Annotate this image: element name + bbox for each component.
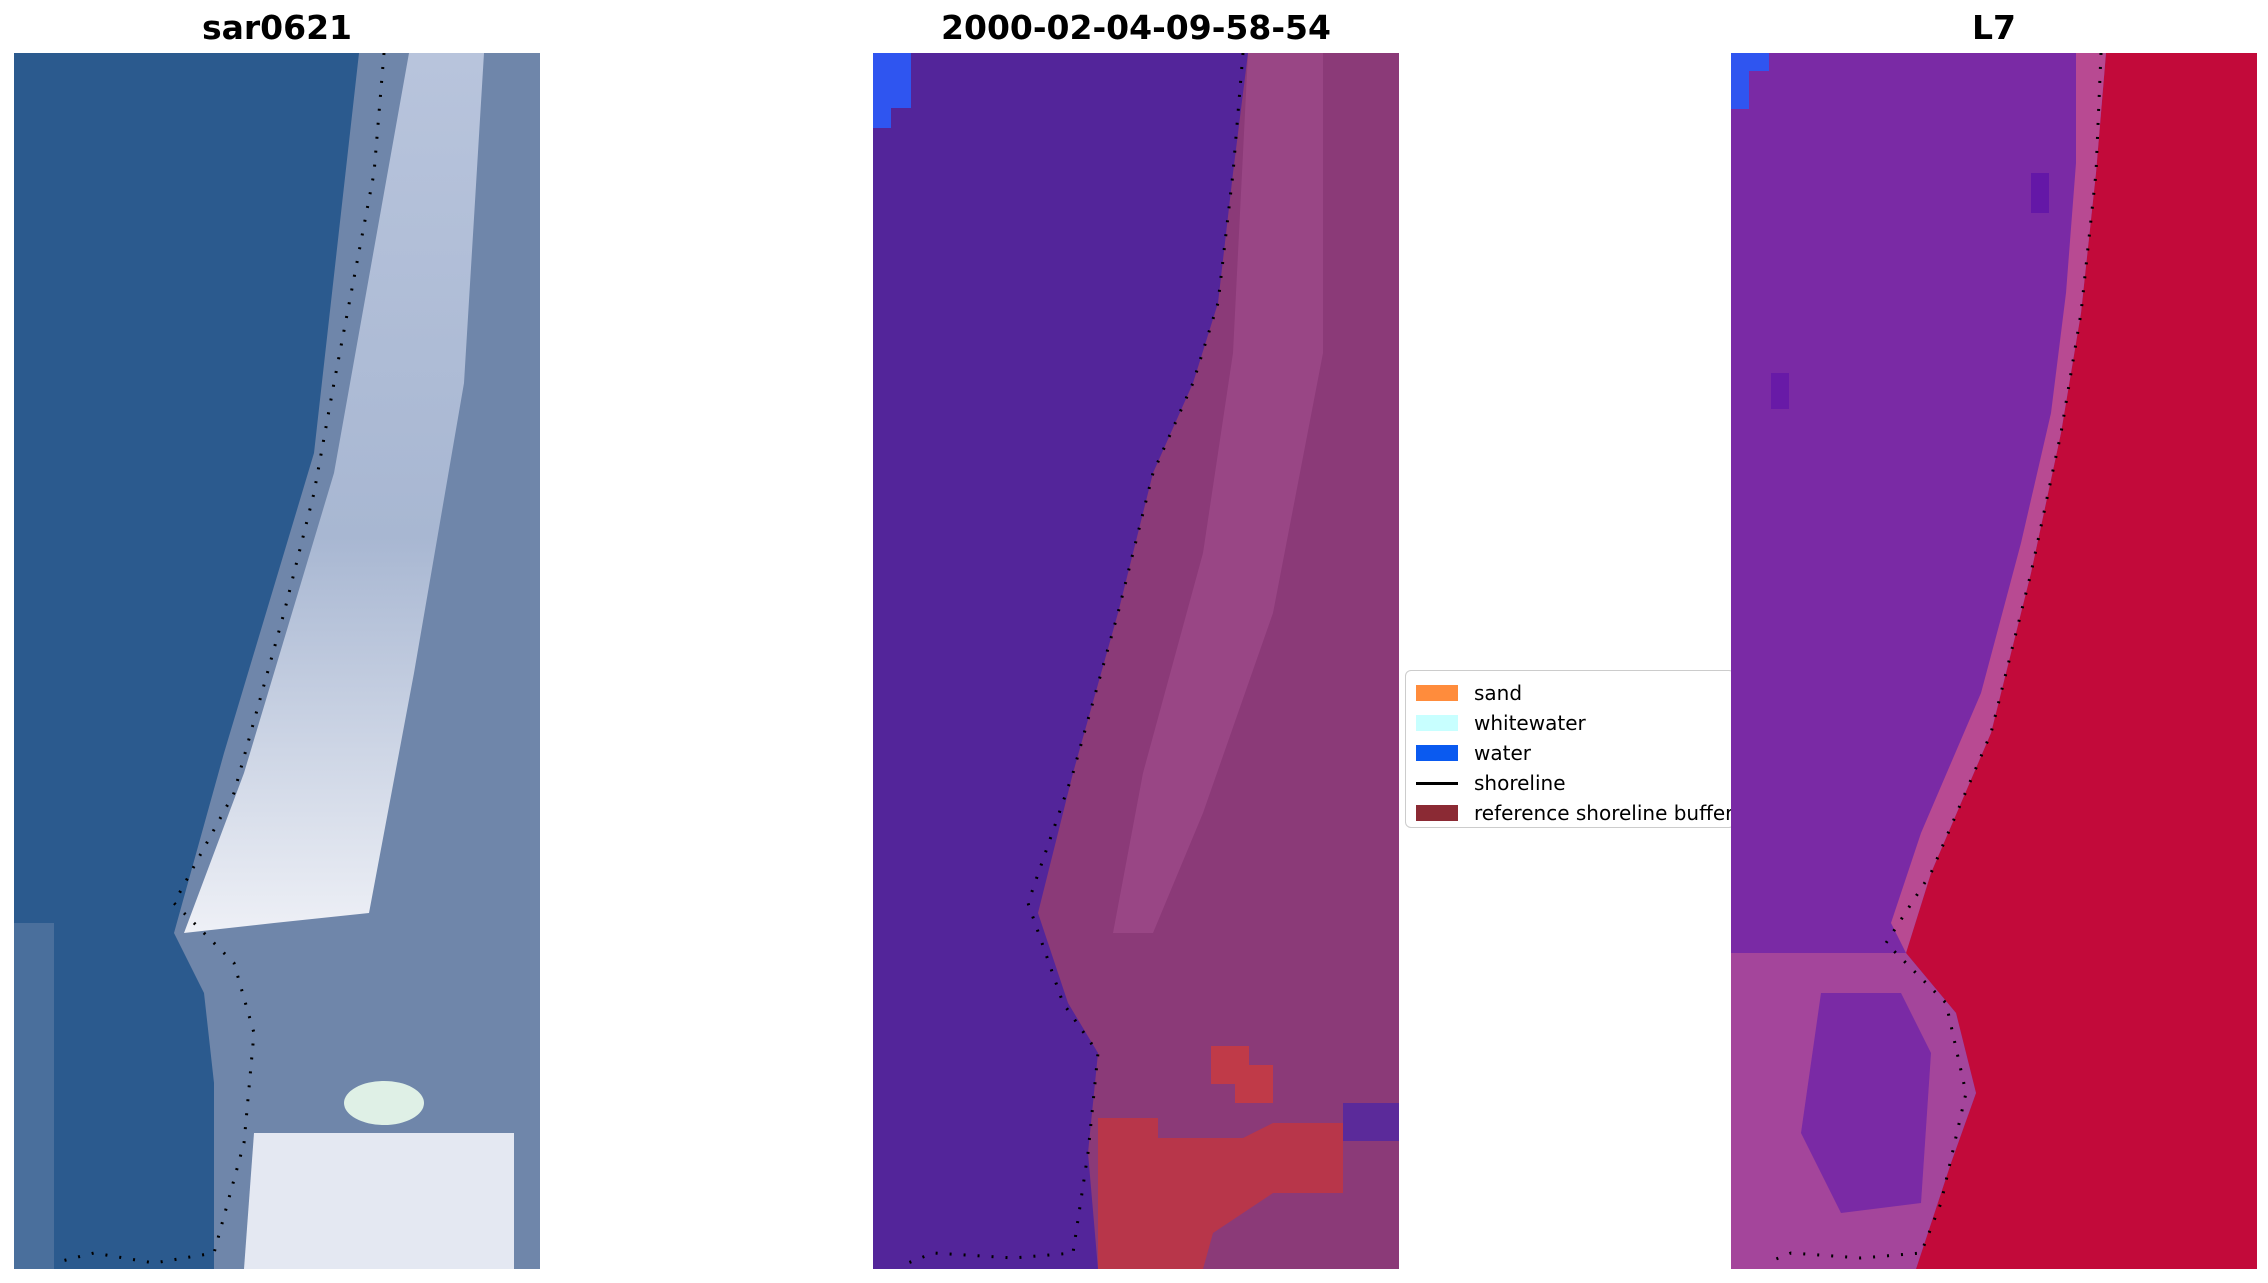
legend-item-water: water: [1416, 738, 1531, 768]
legend-label: water: [1474, 741, 1531, 765]
legend-item-shoreline: shoreline: [1416, 768, 1566, 798]
index-image: [1731, 53, 2257, 1269]
legend-label: whitewater: [1474, 711, 1586, 735]
legend-label: reference shoreline buffer: [1474, 801, 1734, 825]
panel-title-index: L7: [1972, 8, 2016, 47]
panel-title-rgb: sar0621: [201, 8, 353, 47]
legend: sand whitewater water shoreline referenc…: [1405, 670, 1735, 828]
legend-item-sand: sand: [1416, 678, 1522, 708]
whitewater-swatch: [1416, 715, 1458, 731]
index-image-panel: [1731, 53, 2257, 1269]
panel-title-classified: 2000-02-04-09-58-54: [941, 8, 1331, 47]
legend-item-buffer: reference shoreline buffer: [1416, 798, 1734, 827]
water-swatch: [1416, 745, 1458, 761]
classified-image-panel: [873, 53, 1399, 1269]
legend-label: shoreline: [1474, 771, 1566, 795]
legend-label: sand: [1474, 681, 1523, 705]
classified-image: [873, 53, 1399, 1269]
rgb-image: [14, 53, 540, 1269]
buffer-swatch: [1416, 805, 1458, 821]
buffer-region: [1098, 1118, 1343, 1269]
sand-swatch: [1416, 685, 1458, 701]
legend-item-whitewater: whitewater: [1416, 708, 1586, 738]
shoreline-path: [53, 53, 386, 1265]
shoreline-line-icon: [1416, 781, 1458, 785]
rgb-image-panel: [14, 53, 540, 1269]
